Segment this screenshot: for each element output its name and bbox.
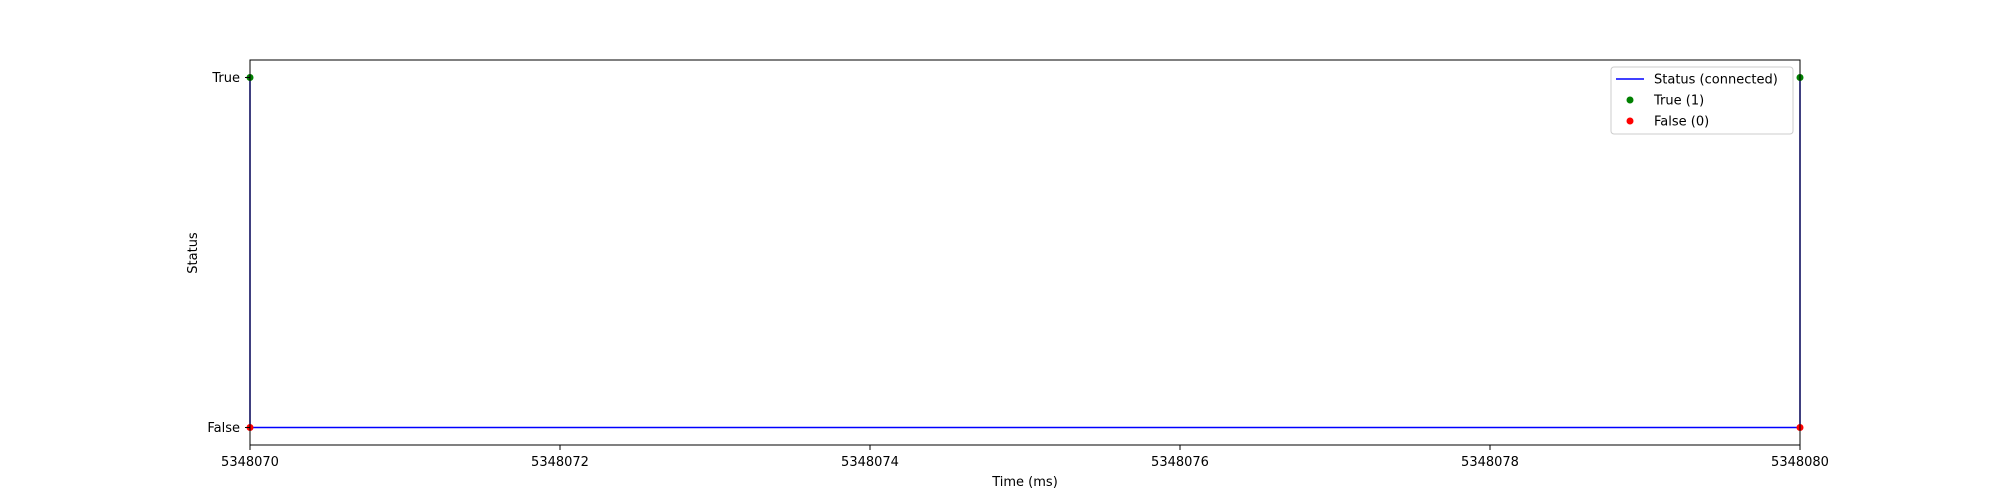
legend: Status (connected) True (1) False (0) [1610, 66, 1794, 135]
x-tick-label-1: 5348072 [531, 455, 589, 470]
x-tick-label-2: 5348074 [841, 455, 899, 470]
y-tick-label-1: True [211, 71, 240, 86]
x-axis: 5348070 5348072 5348074 5348076 5348078 53480… [221, 445, 1829, 470]
legend-label-false: False (0) [1654, 115, 1709, 130]
x-axis-label: Time (ms) [991, 475, 1058, 490]
plot-frame [249, 59, 1801, 446]
y-tick-label-0: False [207, 421, 240, 436]
y-axis-label: Status [186, 232, 201, 274]
legend-false-swatch [1626, 117, 1634, 125]
x-tick-label-3: 5348076 [1151, 455, 1209, 470]
x-tick-label-4: 5348078 [1461, 455, 1519, 470]
x-tick-label-5: 5348080 [1771, 455, 1829, 470]
legend-true-swatch [1626, 96, 1634, 104]
y-axis: False True [207, 71, 250, 436]
legend-label-true: True (1) [1653, 94, 1704, 109]
x-tick-label-0: 5348070 [221, 455, 279, 470]
legend-label-status: Status (connected) [1654, 73, 1778, 88]
legend-box [1610, 66, 1794, 135]
